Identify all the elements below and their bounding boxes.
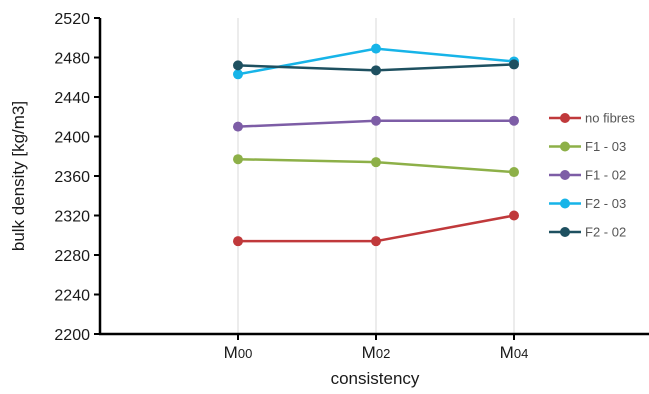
y-tick-label: 2360 (54, 169, 90, 186)
y-axis-title: bulk density [kg/m3] (9, 101, 28, 251)
legend-swatch-marker (560, 170, 570, 180)
data-point (233, 60, 243, 71)
data-point (371, 236, 381, 247)
x-tick-label: M04 (500, 343, 529, 362)
data-point (233, 69, 243, 80)
legend-swatch-marker (560, 113, 570, 123)
data-point (371, 43, 381, 54)
data-point (509, 115, 519, 126)
data-point (233, 236, 243, 247)
y-tick-label: 2240 (54, 288, 90, 305)
data-point (371, 65, 381, 76)
legend-label: F1 - 03 (585, 139, 626, 154)
legend-label: F2 - 02 (585, 225, 626, 240)
legend-swatch-marker (560, 141, 570, 152)
y-tick-label: 2320 (54, 209, 90, 226)
data-point (509, 167, 519, 178)
data-point (233, 121, 243, 132)
y-tick-label: 2280 (54, 248, 90, 265)
legend-label: no fibres (585, 111, 635, 126)
data-point (371, 157, 381, 168)
y-tick-label: 2520 (54, 11, 90, 28)
x-axis-title: consistency (331, 369, 420, 388)
series-lines (233, 43, 519, 247)
x-tick-label: M00 (224, 343, 253, 362)
legend-label: F1 - 02 (585, 168, 626, 183)
data-point (233, 154, 243, 165)
data-point (371, 115, 381, 126)
legend-swatch-marker (560, 227, 570, 237)
legend: no fibres F1 - 03 F1 - 02 F2 - 03 F2 - 02 (549, 111, 635, 240)
data-point (509, 59, 519, 70)
y-tick-label: 2440 (54, 90, 90, 107)
axes: 2200 2240 2280 2320 2360 2400 2440 2480 2520 M00 M… (54, 11, 649, 362)
y-tick-label: 2200 (54, 327, 90, 344)
x-tick-label: M02 (362, 343, 391, 362)
data-point (509, 210, 519, 221)
legend-swatch-marker (560, 198, 570, 209)
legend-label: F2 - 03 (585, 196, 626, 211)
y-tick-label: 2400 (54, 130, 90, 147)
y-tick-label: 2480 (54, 51, 90, 68)
